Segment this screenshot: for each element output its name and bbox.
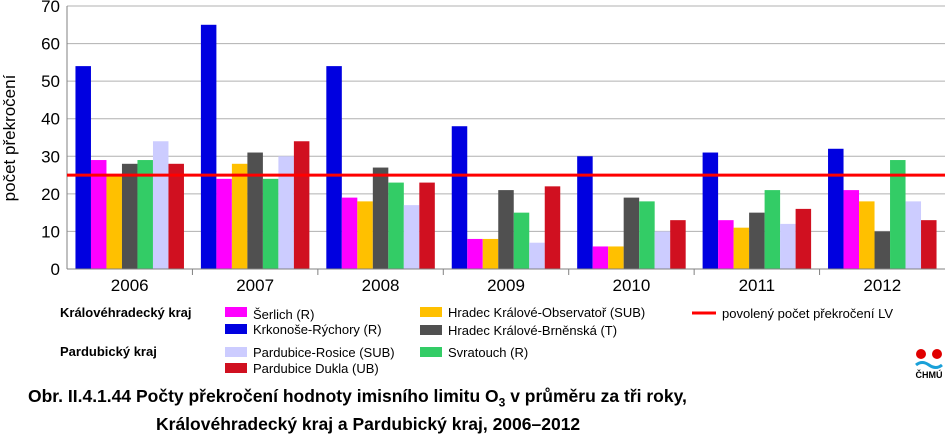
legend-label-brnenska: Hradec Králové-Brněnská (T) xyxy=(448,323,617,338)
legend-swatch-svratouch xyxy=(420,347,442,357)
bars xyxy=(75,24,937,269)
legend-swatch-krkonose xyxy=(225,324,247,334)
legend-swatch-rosice xyxy=(225,347,247,357)
bar xyxy=(326,66,342,269)
legend-label-rosice: Pardubice-Rosice (SUB) xyxy=(253,345,395,360)
bar xyxy=(780,223,796,269)
bar xyxy=(90,160,107,269)
bar xyxy=(200,24,217,269)
legend-label-observator: Hradec Králové-Observatoř (SUB) xyxy=(448,305,645,320)
bar xyxy=(702,152,719,269)
figure-caption: Obr. II.4.1.44 Počty překročení hodnoty … xyxy=(28,386,687,435)
bar xyxy=(403,205,420,269)
bar xyxy=(482,238,499,269)
legend-label-krkonose: Krkonoše-Rýchory (R) xyxy=(253,322,382,337)
axes xyxy=(66,6,945,270)
bar xyxy=(498,190,514,269)
caption-line2: Královéhradecký kraj a Pardubický kraj, … xyxy=(156,413,581,434)
y-axis-label: počet překročení xyxy=(0,74,19,201)
bar xyxy=(152,141,169,269)
x-tick-label: 2012 xyxy=(863,276,901,295)
logo-text: ČHMÚ xyxy=(916,369,943,380)
bar xyxy=(451,126,468,269)
legend-swatch-brnenska xyxy=(420,325,442,335)
y-tick-label: 60 xyxy=(41,35,60,54)
y-axis-ticks: 0 10 20 30 40 50 60 70 xyxy=(41,0,60,279)
bar xyxy=(577,156,593,269)
bar xyxy=(654,231,671,269)
x-tick-label: 2007 xyxy=(236,276,274,295)
bar xyxy=(890,160,906,269)
bar xyxy=(718,220,734,269)
bar xyxy=(419,182,435,269)
x-tick-label: 2010 xyxy=(613,276,651,295)
legend: Královéhradecký kraj Pardubický kraj Šer… xyxy=(60,305,893,376)
bar xyxy=(623,197,640,269)
x-axis-ticks: 2006 2007 2008 2009 2010 2011 2012 xyxy=(111,269,901,295)
bar xyxy=(247,152,263,269)
bar xyxy=(467,238,483,269)
bar xyxy=(639,201,655,269)
bar xyxy=(592,246,609,269)
caption-subscript: 3 xyxy=(498,395,506,410)
legend-group-label-hk: Královéhradecký kraj xyxy=(60,305,192,320)
legend-label-svratouch: Svratouch (R) xyxy=(448,345,528,360)
legend-label-limit: povolený počet překročení LV xyxy=(722,306,893,321)
bar xyxy=(372,167,389,269)
x-tick-label: 2006 xyxy=(111,276,149,295)
bar xyxy=(764,190,781,269)
legend-swatch-dukla xyxy=(225,363,247,373)
y-tick-label: 0 xyxy=(51,260,60,279)
bar xyxy=(216,178,232,269)
legend-label-serlich: Šerlich (R) xyxy=(253,307,314,322)
bar xyxy=(795,208,812,269)
bar xyxy=(388,182,404,269)
bar xyxy=(357,201,373,269)
x-tick-label: 2008 xyxy=(362,276,400,295)
bar xyxy=(106,175,122,269)
bar xyxy=(137,160,153,269)
bar xyxy=(828,148,844,269)
bar xyxy=(544,186,561,269)
legend-swatch-observator xyxy=(420,307,442,317)
bar xyxy=(231,163,248,269)
bar xyxy=(608,246,624,269)
chmu-logo: ČHMÚ xyxy=(912,345,946,381)
bar xyxy=(670,220,686,269)
y-tick-label: 30 xyxy=(41,147,60,166)
bar xyxy=(293,141,310,269)
bar xyxy=(262,178,279,269)
x-tick-label: 2009 xyxy=(487,276,525,295)
legend-group-label-pa: Pardubický kraj xyxy=(60,344,157,359)
bar xyxy=(529,242,545,269)
legend-label-dukla: Pardubice Dukla (UB) xyxy=(253,361,379,376)
y-tick-label: 20 xyxy=(41,185,60,204)
bar xyxy=(278,156,294,269)
y-tick-label: 50 xyxy=(41,72,60,91)
y-tick-label: 40 xyxy=(41,110,60,129)
x-tick-label: 2011 xyxy=(739,276,776,295)
caption-prefix: Obr. II.4.1.44 Počty překročení hodnoty … xyxy=(28,386,499,406)
bar xyxy=(733,227,750,269)
bar xyxy=(905,201,922,269)
caption-suffix: v průměru za tři roky, xyxy=(505,386,687,406)
bar xyxy=(843,190,860,269)
y-tick-label: 70 xyxy=(41,0,60,16)
y-tick-label: 10 xyxy=(41,222,60,241)
bar xyxy=(921,220,937,269)
bar xyxy=(75,66,91,269)
bar xyxy=(859,201,875,269)
bar xyxy=(749,212,765,269)
bar xyxy=(121,163,138,269)
bar xyxy=(341,197,358,269)
bar xyxy=(168,163,184,269)
legend-swatch-serlich xyxy=(225,307,247,317)
bar xyxy=(874,231,891,269)
bar xyxy=(513,212,530,269)
